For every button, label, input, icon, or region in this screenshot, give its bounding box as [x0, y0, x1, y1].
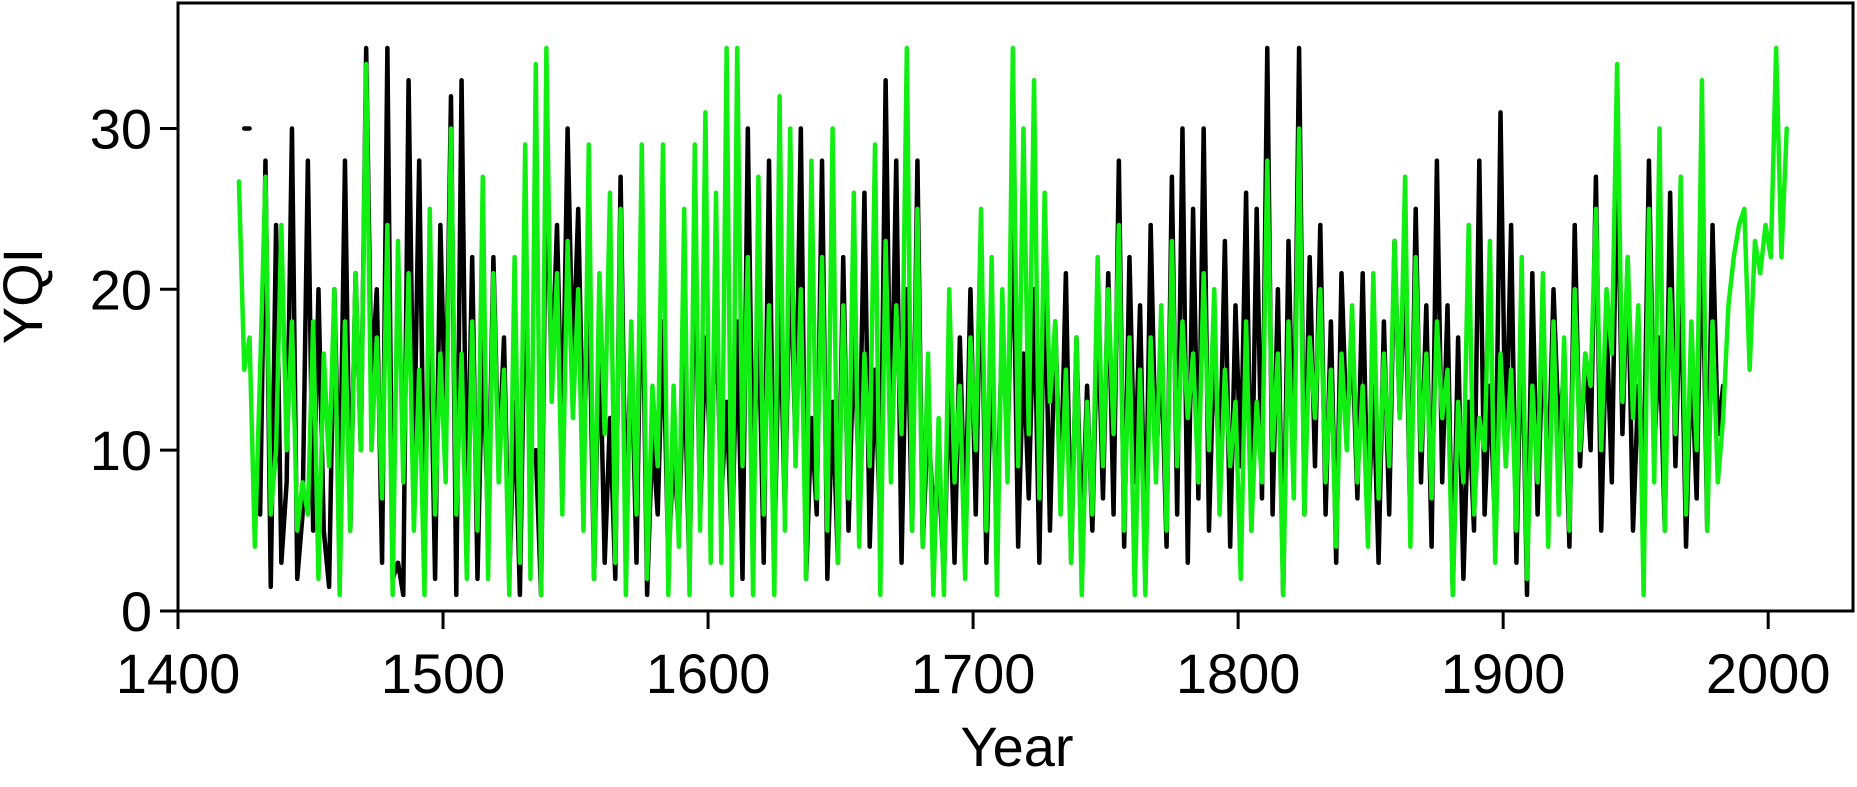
series-line: [236, 45, 1789, 598]
y-tick-label: 20: [90, 258, 152, 321]
x-tick-label: 1600: [646, 642, 771, 705]
y-tick-label: 30: [90, 97, 152, 160]
y-tick-label: 0: [121, 580, 152, 643]
y-axis-title: YQI: [0, 248, 54, 344]
x-tick-label: 1800: [1176, 642, 1301, 705]
x-tick-label: 1400: [116, 642, 241, 705]
y-tick-label: 10: [90, 419, 152, 482]
x-tick-label: 1700: [911, 642, 1036, 705]
plot-frame: [176, 1, 1855, 613]
x-tick-label: 1900: [1441, 642, 1566, 705]
x-tick-label: 1500: [381, 642, 506, 705]
x-axis-title: Year: [960, 715, 1073, 778]
x-tick-label: 2000: [1706, 642, 1831, 705]
